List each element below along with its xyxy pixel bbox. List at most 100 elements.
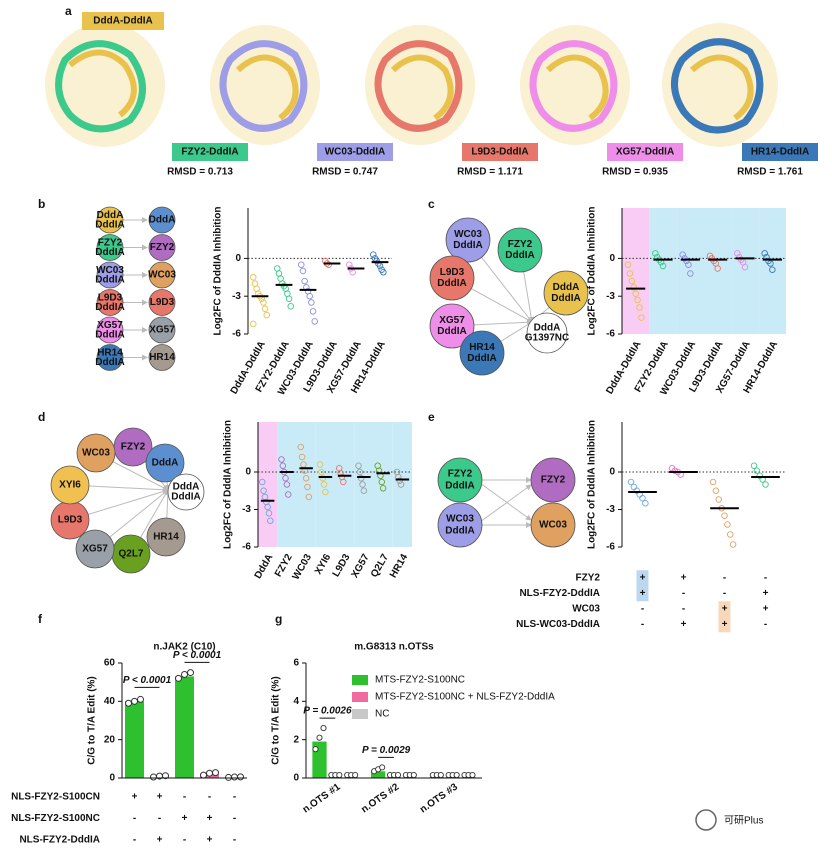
data-point xyxy=(769,266,776,273)
data-point xyxy=(636,304,643,311)
node xyxy=(497,227,543,273)
condition-mark: + xyxy=(157,835,163,846)
panel-label: e xyxy=(428,410,435,424)
structure-ribbon xyxy=(545,54,609,121)
data-point xyxy=(320,481,328,488)
data-point xyxy=(320,725,327,732)
data-point xyxy=(250,320,257,328)
node xyxy=(429,255,475,301)
condition-highlight xyxy=(636,570,649,602)
condition-mark: + xyxy=(207,835,213,846)
condition-mark: - xyxy=(158,813,161,824)
condition-mark: + xyxy=(182,813,188,824)
p-value: P < 0.0001 xyxy=(173,650,222,661)
data-point xyxy=(628,277,636,285)
data-point xyxy=(206,769,213,777)
node-label: L9D3 xyxy=(98,292,123,303)
y-axis-label: Log2FC of DddIA Inhibition xyxy=(587,420,598,549)
condition-label: FZY2 xyxy=(576,573,601,584)
node xyxy=(148,261,176,289)
panel-label: d xyxy=(38,410,45,424)
data-point xyxy=(267,517,274,525)
node-label: DddIA xyxy=(445,526,474,537)
data-point xyxy=(322,488,329,496)
highlight-band xyxy=(731,208,759,334)
node-label: XYI6 xyxy=(59,480,81,491)
node-label: DddA xyxy=(173,482,200,493)
structure-name-box xyxy=(172,143,248,161)
y-tick-label: -6 xyxy=(606,329,615,340)
data-point xyxy=(394,771,402,779)
structure-name-box xyxy=(317,143,393,161)
highlight-band xyxy=(622,208,650,334)
arrow xyxy=(479,482,532,521)
x-tick-label: XG57 xyxy=(349,552,372,580)
condition-mark: + xyxy=(207,813,213,824)
y-axis-label: Log2FC of DddIA Inhibition xyxy=(587,206,598,335)
condition-mark: + xyxy=(763,588,769,599)
structure-name: FZY2-DddIA xyxy=(181,147,238,158)
structure-ribbon xyxy=(690,54,754,121)
data-point xyxy=(378,478,386,486)
data-point xyxy=(396,477,403,485)
node-label: FZY2 xyxy=(98,237,123,248)
data-point xyxy=(340,478,347,486)
y-axis-label: C/G to T/A Edit (%) xyxy=(87,676,98,765)
data-point xyxy=(638,314,645,321)
condition-mark: + xyxy=(681,619,687,630)
legend-label: NC xyxy=(375,709,389,720)
highlight-band xyxy=(258,422,278,547)
condition-label: NLS-WC03-DddIA xyxy=(516,619,600,630)
condition-highlight xyxy=(718,601,731,633)
condition-mark: + xyxy=(640,573,646,584)
condition-mark: - xyxy=(764,619,767,630)
condition-mark: - xyxy=(641,604,644,615)
data-point xyxy=(279,462,287,470)
rmsd: RMSD = 1.761 xyxy=(737,167,803,178)
node-label: DddIA xyxy=(95,274,124,285)
data-point xyxy=(225,773,232,781)
y-tick-label: -6 xyxy=(606,542,615,553)
x-tick-label: WC03 xyxy=(291,552,315,582)
data-point xyxy=(679,251,686,258)
structure-name: DddA-DddIA xyxy=(93,16,152,27)
data-point xyxy=(125,699,132,707)
condition-mark: - xyxy=(133,835,136,846)
node xyxy=(526,312,568,354)
data-point xyxy=(379,764,386,771)
node-label: L9D3 xyxy=(440,267,465,278)
data-point xyxy=(397,481,405,488)
structure-name-box xyxy=(82,12,164,30)
bar xyxy=(175,676,194,778)
data-point xyxy=(627,478,635,486)
data-point xyxy=(741,263,749,271)
node xyxy=(146,517,186,557)
data-point xyxy=(304,483,311,491)
node xyxy=(437,502,483,548)
structure-ribbon xyxy=(529,40,618,132)
node-label: WC03 xyxy=(148,270,176,281)
structure-ribbon xyxy=(390,54,454,121)
data-point xyxy=(325,261,332,268)
structure-ribbon xyxy=(68,49,137,118)
condition-mark: + xyxy=(132,792,138,803)
rmsd: RMSD = 0.747 xyxy=(312,167,378,178)
node-label: FZY2 xyxy=(508,239,533,250)
data-point xyxy=(709,478,717,486)
node-label: DddIA xyxy=(453,240,482,251)
structure-ribbon xyxy=(55,40,146,133)
p-value: P < 0.0001 xyxy=(123,675,172,686)
rmsd: RMSD = 0.713 xyxy=(167,167,233,178)
node-label: HR14 xyxy=(153,532,179,543)
node-label: XG57 xyxy=(149,325,175,336)
structure-name-box xyxy=(462,143,538,161)
data-point xyxy=(318,468,325,476)
highlight-band xyxy=(392,422,412,547)
node-label: G1397NC xyxy=(525,333,569,344)
node xyxy=(96,234,124,261)
node xyxy=(445,217,491,263)
y-tick-label: 0 xyxy=(609,467,615,478)
condition-mark: - xyxy=(723,573,726,584)
node-label: DddA xyxy=(553,282,580,293)
